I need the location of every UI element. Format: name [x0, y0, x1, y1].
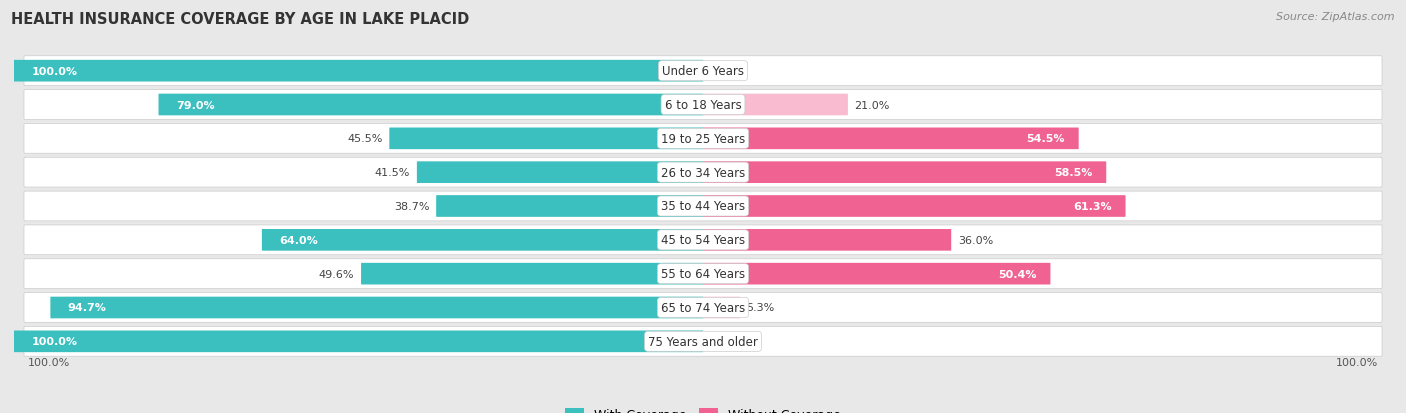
Text: 38.7%: 38.7%: [394, 202, 429, 211]
Text: 94.7%: 94.7%: [67, 303, 107, 313]
Text: 100.0%: 100.0%: [1336, 357, 1378, 367]
FancyBboxPatch shape: [24, 327, 1382, 356]
Legend: With Coverage, Without Coverage: With Coverage, Without Coverage: [561, 404, 845, 413]
Text: 45.5%: 45.5%: [347, 134, 382, 144]
Text: 5.3%: 5.3%: [747, 303, 775, 313]
Text: 55 to 64 Years: 55 to 64 Years: [661, 268, 745, 280]
Text: 50.4%: 50.4%: [998, 269, 1036, 279]
FancyBboxPatch shape: [159, 95, 703, 116]
FancyBboxPatch shape: [14, 61, 703, 82]
Text: 54.5%: 54.5%: [1026, 134, 1064, 144]
FancyBboxPatch shape: [703, 162, 1107, 183]
FancyBboxPatch shape: [703, 297, 740, 318]
Text: 65 to 74 Years: 65 to 74 Years: [661, 301, 745, 314]
FancyBboxPatch shape: [418, 162, 703, 183]
Text: 100.0%: 100.0%: [31, 66, 77, 76]
FancyBboxPatch shape: [24, 57, 1382, 86]
Text: 41.5%: 41.5%: [375, 168, 411, 178]
FancyBboxPatch shape: [361, 263, 703, 285]
FancyBboxPatch shape: [703, 128, 1078, 150]
Text: 100.0%: 100.0%: [31, 337, 77, 347]
FancyBboxPatch shape: [703, 196, 1126, 217]
Text: 6 to 18 Years: 6 to 18 Years: [665, 99, 741, 112]
Text: 61.3%: 61.3%: [1073, 202, 1112, 211]
Text: 49.6%: 49.6%: [319, 269, 354, 279]
FancyBboxPatch shape: [14, 331, 703, 352]
Text: 58.5%: 58.5%: [1054, 168, 1092, 178]
FancyBboxPatch shape: [24, 158, 1382, 188]
FancyBboxPatch shape: [703, 230, 952, 251]
FancyBboxPatch shape: [389, 128, 703, 150]
Text: 36.0%: 36.0%: [957, 235, 993, 245]
FancyBboxPatch shape: [24, 90, 1382, 120]
FancyBboxPatch shape: [24, 225, 1382, 255]
FancyBboxPatch shape: [24, 192, 1382, 221]
FancyBboxPatch shape: [24, 259, 1382, 289]
Text: 100.0%: 100.0%: [28, 357, 70, 367]
Text: 26 to 34 Years: 26 to 34 Years: [661, 166, 745, 179]
FancyBboxPatch shape: [262, 230, 703, 251]
Text: 79.0%: 79.0%: [176, 100, 215, 110]
Text: 21.0%: 21.0%: [855, 100, 890, 110]
FancyBboxPatch shape: [24, 293, 1382, 323]
FancyBboxPatch shape: [703, 95, 848, 116]
Text: 35 to 44 Years: 35 to 44 Years: [661, 200, 745, 213]
Text: 75 Years and older: 75 Years and older: [648, 335, 758, 348]
Text: 64.0%: 64.0%: [280, 235, 318, 245]
Text: 19 to 25 Years: 19 to 25 Years: [661, 133, 745, 145]
Text: HEALTH INSURANCE COVERAGE BY AGE IN LAKE PLACID: HEALTH INSURANCE COVERAGE BY AGE IN LAKE…: [11, 12, 470, 27]
FancyBboxPatch shape: [436, 196, 703, 217]
FancyBboxPatch shape: [24, 124, 1382, 154]
Text: Source: ZipAtlas.com: Source: ZipAtlas.com: [1277, 12, 1395, 22]
Text: Under 6 Years: Under 6 Years: [662, 65, 744, 78]
FancyBboxPatch shape: [51, 297, 703, 318]
FancyBboxPatch shape: [703, 263, 1050, 285]
Text: 45 to 54 Years: 45 to 54 Years: [661, 234, 745, 247]
